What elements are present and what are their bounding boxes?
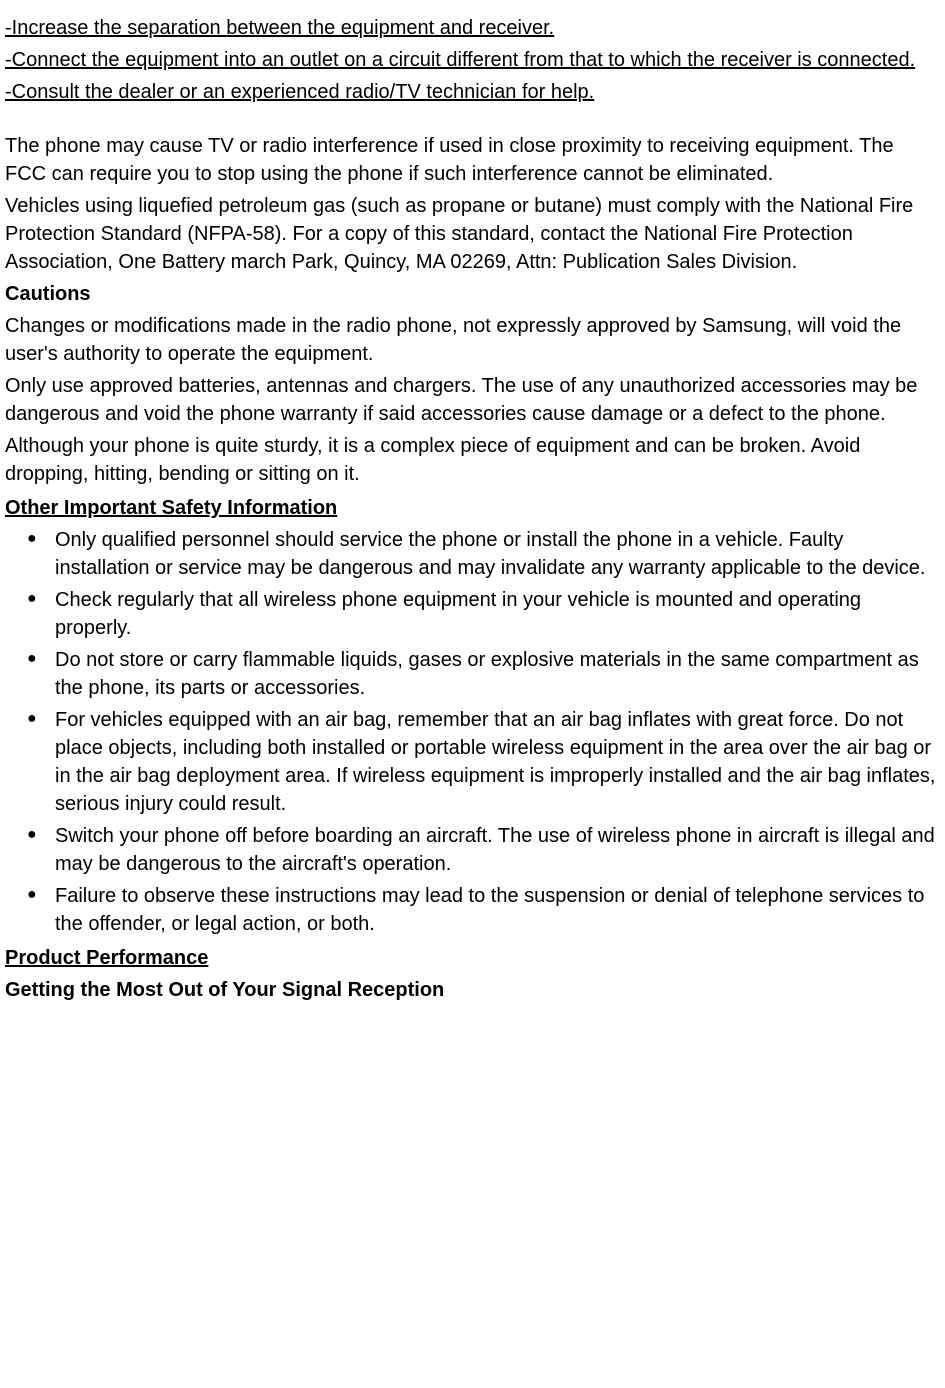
list-item: Switch your phone off before boarding an… xyxy=(55,822,940,878)
list-item: For vehicles equipped with an air bag, r… xyxy=(55,706,940,818)
interference-bullet-1: -Increase the separation between the equ… xyxy=(5,14,940,42)
cautions-p1: Changes or modifications made in the rad… xyxy=(5,312,940,368)
paragraph-vehicles: Vehicles using liquefied petroleum gas (… xyxy=(5,192,940,276)
product-performance-heading: Product Performance xyxy=(5,944,940,972)
list-item: Only qualified personnel should service … xyxy=(55,526,940,582)
cautions-p2: Only use approved batteries, antennas an… xyxy=(5,372,940,428)
interference-bullet-3: -Consult the dealer or an experienced ra… xyxy=(5,78,940,106)
signal-reception-subheading: Getting the Most Out of Your Signal Rece… xyxy=(5,976,940,1004)
other-safety-heading: Other Important Safety Information xyxy=(5,494,940,522)
paragraph-tv-radio: The phone may cause TV or radio interfer… xyxy=(5,132,940,188)
list-item: Do not store or carry flammable liquids,… xyxy=(55,646,940,702)
cautions-heading: Cautions xyxy=(5,280,940,308)
other-safety-list: Only qualified personnel should service … xyxy=(5,526,940,938)
interference-bullet-2: -Connect the equipment into an outlet on… xyxy=(5,46,940,74)
list-item: Check regularly that all wireless phone … xyxy=(55,586,940,642)
list-item: Failure to observe these instructions ma… xyxy=(55,882,940,938)
cautions-p3: Although your phone is quite sturdy, it … xyxy=(5,432,940,488)
